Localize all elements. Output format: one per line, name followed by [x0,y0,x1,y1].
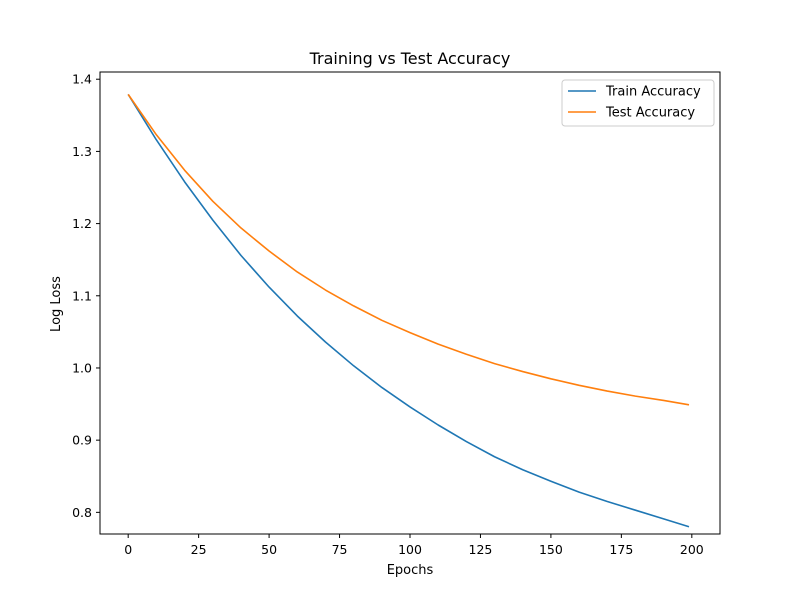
x-tick-label: 50 [261,542,277,557]
y-tick-label: 1.0 [72,360,92,375]
y-tick-label: 1.1 [72,288,92,303]
y-tick-label: 1.4 [72,72,92,87]
y-tick-label: 1.3 [72,144,92,159]
x-tick-label: 25 [191,542,207,557]
x-tick-label: 125 [469,542,493,557]
x-tick-label: 75 [332,542,348,557]
y-tick-label: 1.2 [72,216,92,231]
plot-frame [99,71,721,535]
legend: Train Accuracy Test Accuracy [561,79,715,127]
x-tick-label: 200 [680,542,704,557]
x-tick-label: 175 [609,542,633,557]
x-axis-label: Epochs [387,563,434,578]
series-line-train [127,93,690,528]
y-tick-label: 0.8 [72,505,92,520]
series-line-test [127,93,690,406]
x-tick-label: 0 [124,542,132,557]
axis-ticks: 0 25 50 75 100 125 150 175 200 0.8 0.9 1.0 1.1 1.2 1.3… [72,72,704,557]
series-lines [127,93,690,528]
x-tick-label: 150 [539,542,563,557]
y-tick-label: 0.9 [72,433,92,448]
legend-label: Test Accuracy [605,106,695,121]
x-tick-label: 100 [398,542,422,557]
y-axis-label: Log Loss [49,276,64,332]
legend-box [561,79,715,127]
chart-title: Training vs Test Accuracy [309,49,511,68]
legend-label: Train Accuracy [605,85,701,100]
